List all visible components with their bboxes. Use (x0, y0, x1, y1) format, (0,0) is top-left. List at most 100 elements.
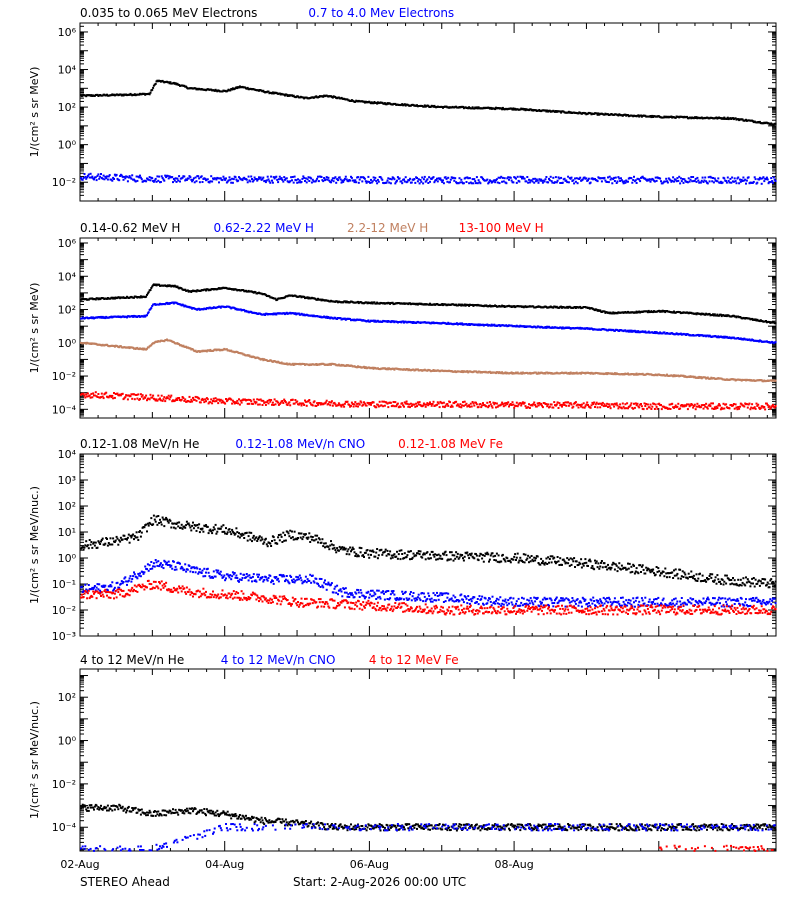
data-point (610, 177, 613, 180)
data-point (584, 112, 587, 115)
data-point (468, 177, 471, 180)
data-point (716, 180, 719, 183)
data-point (395, 180, 398, 183)
data-point (282, 180, 285, 183)
data-point (377, 405, 380, 408)
data-point (470, 107, 473, 110)
data-point (342, 403, 345, 406)
data-point (116, 392, 119, 395)
data-point (679, 332, 682, 335)
data-point (171, 176, 174, 179)
data-point (293, 402, 296, 405)
data-point (497, 176, 500, 179)
data-point (294, 399, 297, 401)
data-point (97, 173, 100, 176)
data-point (256, 398, 259, 401)
data-point (603, 176, 606, 179)
data-point (501, 106, 504, 109)
data-point (521, 175, 524, 178)
data-point (406, 180, 409, 183)
data-point (459, 403, 462, 406)
data-point (123, 175, 126, 178)
data-point (364, 180, 367, 183)
data-point (297, 178, 299, 181)
data-point (392, 177, 395, 179)
data-point (264, 314, 267, 316)
data-point (346, 400, 349, 403)
data-point (337, 402, 340, 405)
data-point (217, 177, 220, 180)
data-point (461, 404, 464, 407)
data-point (292, 364, 295, 366)
data-point (670, 115, 673, 118)
data-point (390, 178, 393, 181)
data-point (200, 175, 203, 178)
data-point (324, 401, 327, 404)
data-point (386, 179, 389, 182)
data-point (543, 180, 546, 183)
data-point (767, 182, 770, 185)
data-point (488, 181, 490, 184)
data-point (567, 175, 570, 178)
data-point (86, 395, 89, 398)
data-point (185, 85, 188, 88)
data-point (615, 182, 618, 184)
data-point (521, 177, 523, 180)
data-point (262, 176, 265, 179)
data-point (476, 107, 479, 110)
data-point (104, 317, 107, 320)
data-point (264, 179, 267, 182)
data-point (527, 181, 530, 184)
data-point (416, 405, 418, 408)
data-point (111, 179, 114, 182)
data-point (552, 176, 555, 179)
data-point (455, 404, 458, 407)
data-point (215, 178, 218, 181)
data-point (165, 176, 168, 179)
data-point (416, 401, 419, 404)
data-point (360, 401, 363, 404)
data-point (439, 177, 442, 180)
data-point (728, 181, 731, 184)
data-point (418, 182, 421, 185)
data-point (712, 314, 715, 317)
data-point (647, 309, 650, 312)
data-point (409, 177, 411, 180)
data-point (572, 179, 575, 182)
data-point (185, 179, 188, 181)
data-point (335, 181, 338, 184)
data-point (316, 402, 319, 405)
data-point (725, 181, 728, 184)
data-point (710, 176, 713, 179)
data-point (271, 181, 274, 184)
data-point (472, 182, 475, 185)
data-point (259, 398, 262, 401)
data-point (565, 179, 568, 182)
data-point (758, 178, 761, 181)
data-point (174, 399, 177, 402)
data-point (604, 179, 607, 182)
data-point (627, 372, 629, 375)
data-point (238, 403, 241, 406)
data-point (349, 179, 352, 182)
data-point (194, 395, 197, 398)
data-point (403, 180, 406, 183)
data-point (130, 177, 133, 180)
data-point (422, 402, 425, 405)
data-point (215, 400, 218, 403)
data-point (523, 108, 526, 110)
data-point (243, 176, 246, 179)
data-point (218, 181, 220, 184)
data-point (149, 308, 152, 311)
data-point (354, 401, 357, 404)
data-point (532, 177, 535, 180)
data-point (95, 179, 98, 182)
data-point (401, 402, 404, 405)
data-point (462, 401, 464, 404)
data-point (164, 174, 167, 177)
panel-1-series-1 (80, 79, 777, 126)
data-point (166, 397, 169, 400)
data-point (486, 323, 489, 326)
data-point (195, 180, 198, 183)
data-point (343, 402, 346, 405)
